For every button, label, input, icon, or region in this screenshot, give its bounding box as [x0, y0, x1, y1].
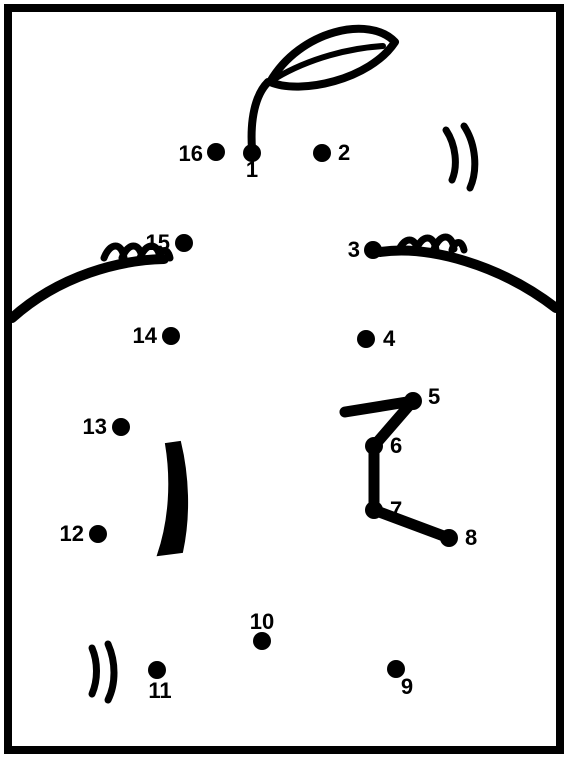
- dot-label-8: 8: [465, 525, 477, 550]
- dot-label-11: 11: [148, 678, 171, 703]
- leaf-stem: [252, 82, 268, 149]
- right-arc: [380, 251, 556, 308]
- drawing-canvas: 12345678910111213141516: [0, 0, 568, 758]
- dot-13[interactable]: [112, 418, 130, 436]
- dot-5[interactable]: [404, 392, 422, 410]
- dot-label-15: 15: [146, 230, 170, 255]
- connect-the-dots-page: 12345678910111213141516: [0, 0, 568, 758]
- dot-4[interactable]: [357, 330, 375, 348]
- dot-7[interactable]: [365, 501, 383, 519]
- dot-label-2: 2: [338, 140, 350, 165]
- preconnected-lines: [374, 401, 449, 538]
- dot-2[interactable]: [313, 144, 331, 162]
- leaf-blade: [270, 29, 395, 87]
- dot-8[interactable]: [440, 529, 458, 547]
- dot-16[interactable]: [207, 143, 225, 161]
- left-arc: [12, 259, 164, 318]
- dot-label-1: 1: [246, 157, 258, 182]
- dot-11[interactable]: [148, 661, 166, 679]
- dot-10[interactable]: [253, 632, 271, 650]
- motion-mark: [108, 644, 114, 700]
- motion-marks: [92, 126, 475, 700]
- dot-label-9: 9: [401, 674, 413, 699]
- dot-15[interactable]: [175, 234, 193, 252]
- highlight-shape: [158, 442, 187, 555]
- dot-12[interactable]: [89, 525, 107, 543]
- dot-label-14: 14: [133, 323, 158, 348]
- dot-label-10: 10: [250, 609, 274, 634]
- dot-label-5: 5: [428, 384, 440, 409]
- dot-label-16: 16: [179, 141, 203, 166]
- dot-label-7: 7: [390, 497, 402, 522]
- dot-6[interactable]: [365, 437, 383, 455]
- dot-label-4: 4: [383, 326, 396, 351]
- dot-label-6: 6: [390, 433, 402, 458]
- dot-label-3: 3: [348, 237, 360, 262]
- motion-mark: [446, 130, 455, 180]
- dot-3[interactable]: [364, 241, 382, 259]
- dot-label-12: 12: [60, 521, 84, 546]
- dot-label-13: 13: [83, 414, 107, 439]
- motion-mark: [92, 648, 97, 694]
- dot-14[interactable]: [162, 327, 180, 345]
- connected-line: [374, 510, 449, 538]
- motion-mark: [464, 126, 475, 188]
